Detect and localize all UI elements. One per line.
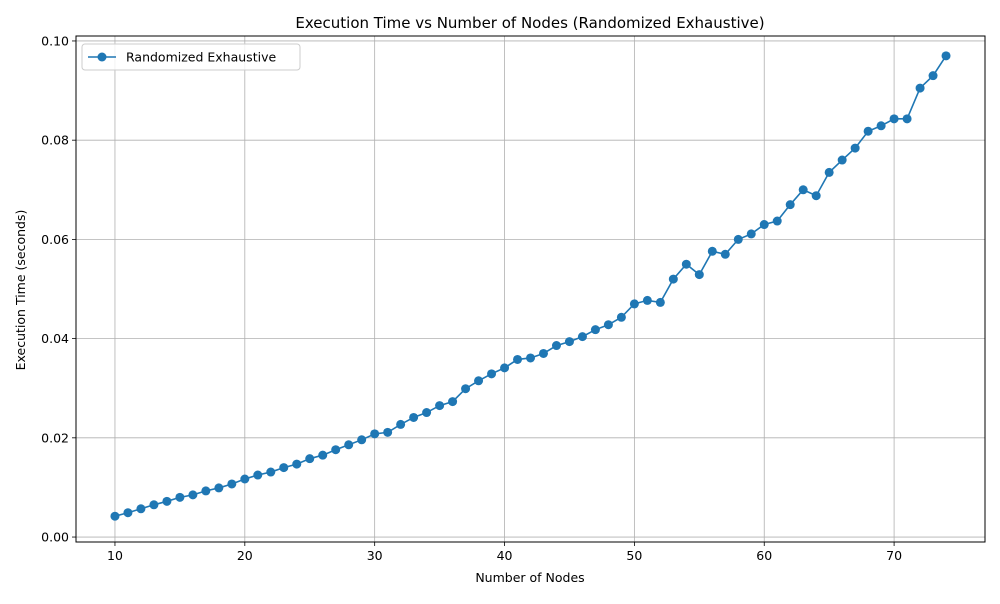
data-point [448, 397, 458, 407]
data-point [824, 167, 834, 177]
data-point [500, 363, 510, 373]
data-series [110, 51, 951, 521]
legend-marker [97, 52, 107, 62]
data-point [590, 325, 600, 335]
data-point [526, 353, 535, 363]
data-point [474, 376, 484, 386]
data-point [513, 354, 523, 364]
data-point [876, 121, 886, 131]
data-point [370, 429, 380, 439]
data-point [798, 185, 808, 195]
data-point [694, 270, 704, 280]
data-point [655, 297, 665, 307]
data-point [915, 83, 925, 93]
data-point [837, 155, 847, 165]
data-point [110, 511, 120, 521]
x-tick-label: 60 [756, 548, 772, 563]
data-point [603, 320, 613, 330]
y-tick-label: 0.08 [41, 133, 69, 148]
data-point [811, 191, 821, 201]
data-point [422, 408, 432, 418]
data-point [564, 337, 574, 347]
x-tick-label: 70 [886, 548, 902, 563]
data-point [941, 51, 951, 61]
data-point [318, 450, 328, 460]
x-tick-label: 10 [107, 548, 123, 563]
data-point [668, 274, 678, 284]
y-tick-label: 0.00 [41, 530, 69, 545]
data-point [253, 470, 263, 480]
data-point [188, 490, 198, 500]
y-axis-label: Execution Time (seconds) [13, 210, 28, 371]
data-point [149, 500, 159, 510]
data-point [681, 259, 691, 269]
y-axis-ticks: 0.00 0.02 0.04 0.06 0.08 0.10 [41, 33, 76, 545]
x-tick-label: 40 [497, 548, 513, 563]
data-point [383, 427, 393, 437]
y-tick-label: 0.10 [41, 33, 69, 48]
data-point [279, 463, 289, 473]
data-point [889, 114, 899, 124]
plot-frame [75, 35, 986, 543]
data-point [785, 200, 795, 210]
data-point [720, 249, 730, 259]
data-point [863, 126, 873, 136]
data-point [538, 348, 548, 358]
data-point [344, 440, 354, 450]
data-point [772, 216, 782, 226]
data-point [928, 71, 938, 81]
data-point [266, 467, 276, 477]
data-point [629, 299, 639, 309]
y-tick-label: 0.02 [41, 430, 69, 445]
data-point [123, 508, 133, 518]
axes [75, 35, 986, 543]
data-point [902, 114, 912, 124]
data-point [175, 492, 185, 502]
data-point [707, 246, 717, 256]
x-axis-ticks: 10 20 30 40 50 60 70 [107, 542, 902, 563]
data-point [162, 496, 172, 506]
x-tick-label: 20 [237, 548, 253, 563]
data-point [331, 445, 341, 455]
legend-box [81, 43, 301, 71]
data-point [461, 384, 471, 394]
data-point [396, 419, 406, 429]
data-point [357, 435, 367, 445]
series-line [114, 55, 947, 517]
x-tick-label: 30 [367, 548, 383, 563]
data-point [642, 295, 652, 305]
legend-entry-label: Randomized Exhaustive [126, 50, 276, 65]
data-point [733, 234, 743, 244]
chart-title: Execution Time vs Number of Nodes (Rando… [295, 14, 764, 32]
data-point [850, 143, 860, 153]
data-point [227, 479, 237, 489]
data-point [136, 504, 146, 514]
data-point [240, 474, 250, 484]
legend: Randomized Exhaustive [81, 43, 301, 71]
data-point [201, 486, 211, 496]
data-point [214, 483, 224, 493]
grid-lines [76, 36, 985, 542]
x-tick-label: 50 [626, 548, 642, 563]
data-point [577, 332, 587, 342]
data-point [435, 401, 445, 411]
data-point [305, 454, 315, 464]
x-axis-label: Number of Nodes [475, 570, 584, 585]
data-point [409, 412, 419, 422]
data-point [487, 369, 497, 379]
y-tick-label: 0.04 [41, 331, 69, 346]
data-point [746, 229, 756, 239]
data-point [292, 459, 302, 469]
y-tick-label: 0.06 [41, 232, 69, 247]
data-point [759, 220, 769, 230]
data-point [551, 341, 561, 351]
data-point [616, 312, 626, 322]
